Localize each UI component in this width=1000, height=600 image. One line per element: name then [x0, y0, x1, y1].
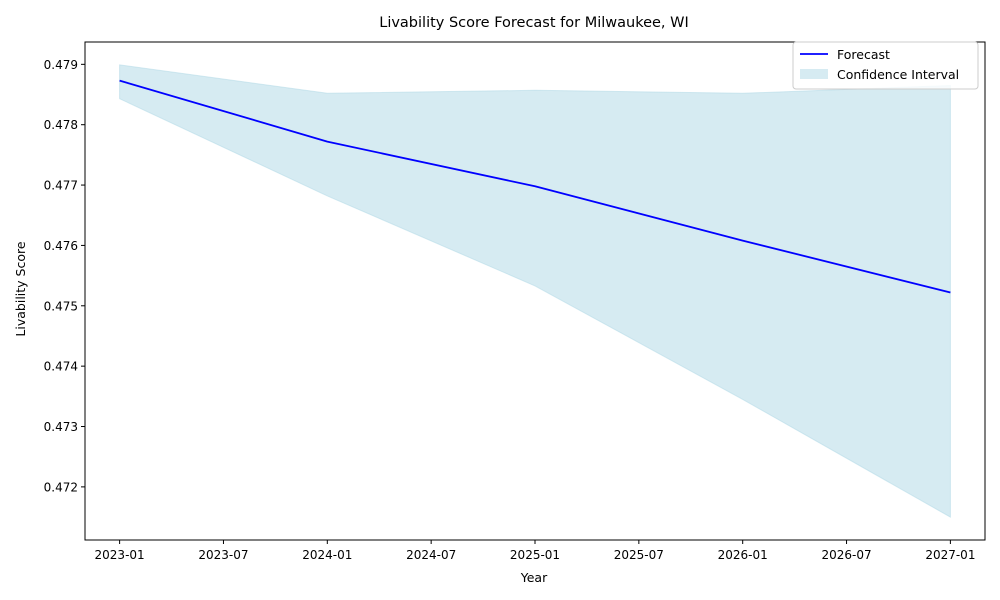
y-tick-label: 0.475: [44, 299, 78, 313]
x-tick-label: 2025-07: [614, 548, 664, 562]
chart-title: Livability Score Forecast for Milwaukee,…: [379, 15, 689, 31]
y-tick-label: 0.472: [44, 480, 78, 494]
x-tick-label: 2026-07: [821, 548, 871, 562]
x-axis: 2023-01 2023-07 2024-01 2024-07 2025-01 2025-…: [95, 540, 975, 562]
legend-confidence-label: Confidence Interval: [837, 67, 959, 82]
legend: Forecast Confidence Interval: [792, 41, 979, 90]
y-tick-label: 0.477: [44, 179, 78, 193]
legend-box: [792, 41, 979, 90]
y-tick-label: 0.474: [44, 360, 78, 374]
x-tick-label: 2023-01: [95, 548, 145, 562]
legend-confidence-swatch: [800, 69, 828, 79]
x-tick-label: 2025-01: [510, 548, 560, 562]
x-tick-label: 2024-01: [302, 548, 352, 562]
y-tick-label: 0.473: [44, 420, 78, 434]
legend-forecast-label: Forecast: [837, 47, 890, 62]
x-tick-label: 2026-01: [718, 548, 768, 562]
y-axis-label: Livability Score: [13, 241, 28, 336]
y-tick-label: 0.479: [44, 58, 78, 72]
y-tick-label: 0.478: [44, 118, 78, 132]
confidence-band: [119, 64, 951, 518]
x-tick-label: 2023-07: [198, 548, 248, 562]
x-axis-label: Year: [520, 570, 548, 585]
y-tick-label: 0.476: [44, 239, 78, 253]
y-axis: 0.472 0.473 0.474 0.475 0.476 0.477 0.478 0.479: [44, 58, 85, 494]
x-tick-label: 2027-01: [925, 548, 975, 562]
plot-area: [119, 64, 951, 518]
x-tick-label: 2024-07: [406, 548, 456, 562]
